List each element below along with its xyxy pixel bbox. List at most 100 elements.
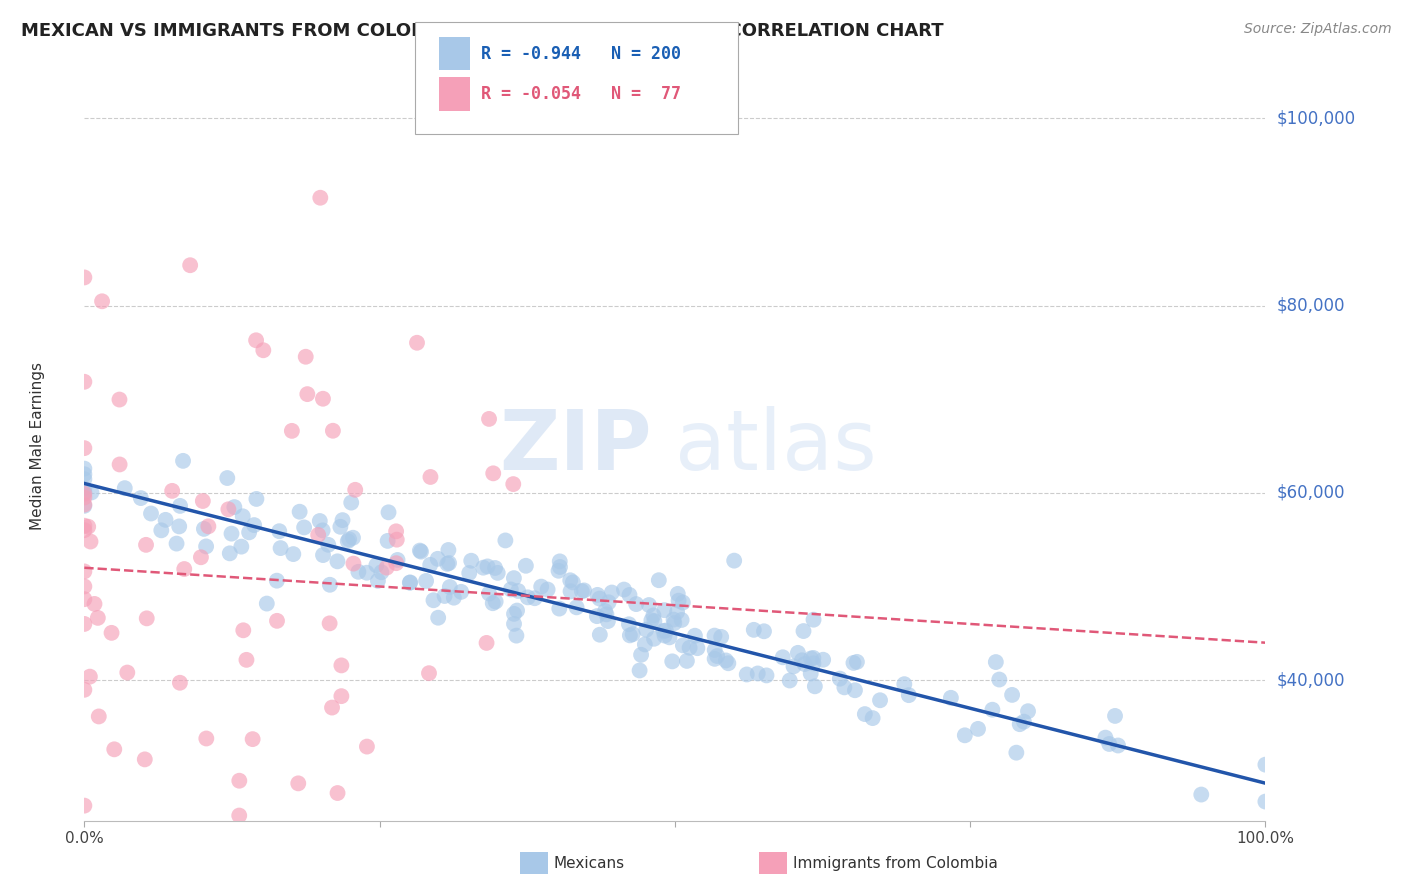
- Point: [643, 608, 665, 623]
- Point: [548, 601, 571, 615]
- Point: [294, 350, 316, 364]
- Point: [232, 509, 254, 524]
- Point: [83, 597, 105, 611]
- Point: [73, 518, 96, 533]
- Point: [321, 700, 343, 714]
- Text: Mexicans: Mexicans: [554, 856, 626, 871]
- Point: [73, 682, 96, 697]
- Point: [377, 505, 399, 519]
- Point: [1104, 709, 1126, 723]
- Point: [717, 657, 740, 671]
- Point: [190, 550, 212, 565]
- Point: [655, 624, 678, 638]
- Point: [565, 600, 588, 615]
- Point: [523, 591, 546, 606]
- Point: [439, 580, 461, 594]
- Point: [73, 482, 96, 496]
- Point: [772, 650, 794, 665]
- Point: [706, 648, 728, 663]
- Point: [347, 565, 370, 579]
- Point: [643, 632, 665, 646]
- Point: [598, 595, 620, 609]
- Point: [477, 559, 499, 574]
- Point: [73, 467, 96, 482]
- Point: [624, 597, 647, 611]
- Point: [844, 683, 866, 698]
- Point: [678, 640, 700, 655]
- Point: [506, 603, 529, 617]
- Point: [197, 519, 219, 533]
- Point: [636, 623, 658, 637]
- Point: [73, 592, 96, 607]
- Point: [330, 658, 353, 673]
- Point: [939, 690, 962, 705]
- Point: [586, 609, 609, 624]
- Point: [548, 554, 571, 568]
- Point: [803, 657, 825, 671]
- Point: [79, 534, 101, 549]
- Point: [502, 477, 524, 491]
- Point: [195, 731, 218, 746]
- Point: [242, 732, 264, 747]
- Point: [664, 616, 686, 631]
- Point: [499, 582, 522, 597]
- Point: [232, 624, 254, 638]
- Point: [834, 681, 856, 695]
- Point: [638, 598, 661, 612]
- Point: [281, 424, 304, 438]
- Point: [87, 611, 110, 625]
- Point: [735, 667, 758, 681]
- Point: [503, 571, 526, 585]
- Point: [503, 607, 526, 621]
- Point: [671, 613, 693, 627]
- Point: [1107, 739, 1129, 753]
- Point: [793, 657, 815, 671]
- Point: [367, 574, 389, 588]
- Point: [172, 454, 194, 468]
- Point: [536, 582, 558, 597]
- Point: [436, 557, 458, 571]
- Point: [1008, 717, 1031, 731]
- Point: [73, 486, 96, 500]
- Point: [340, 495, 363, 509]
- Point: [869, 693, 891, 707]
- Point: [634, 637, 657, 651]
- Point: [752, 624, 775, 639]
- Point: [169, 675, 191, 690]
- Point: [661, 654, 683, 668]
- Point: [621, 627, 644, 641]
- Point: [811, 653, 834, 667]
- Point: [150, 524, 173, 538]
- Point: [460, 554, 482, 568]
- Point: [742, 623, 765, 637]
- Point: [73, 616, 96, 631]
- Point: [235, 653, 257, 667]
- Point: [589, 628, 612, 642]
- Point: [560, 574, 582, 588]
- Point: [475, 636, 498, 650]
- Point: [515, 558, 537, 573]
- Text: Source: ZipAtlas.com: Source: ZipAtlas.com: [1244, 22, 1392, 37]
- Point: [676, 654, 699, 668]
- Point: [1094, 731, 1116, 745]
- Point: [1001, 688, 1024, 702]
- Point: [443, 591, 465, 605]
- Point: [77, 519, 100, 533]
- Point: [981, 703, 1004, 717]
- Point: [308, 514, 330, 528]
- Point: [419, 558, 441, 572]
- Point: [195, 540, 218, 554]
- Point: [309, 191, 332, 205]
- Point: [472, 560, 495, 574]
- Point: [332, 513, 354, 527]
- Point: [672, 639, 695, 653]
- Point: [437, 543, 460, 558]
- Point: [377, 533, 399, 548]
- Point: [114, 481, 136, 495]
- Point: [779, 673, 801, 688]
- Point: [375, 560, 398, 574]
- Point: [269, 524, 291, 539]
- Point: [73, 375, 96, 389]
- Point: [478, 412, 501, 426]
- Point: [73, 523, 96, 537]
